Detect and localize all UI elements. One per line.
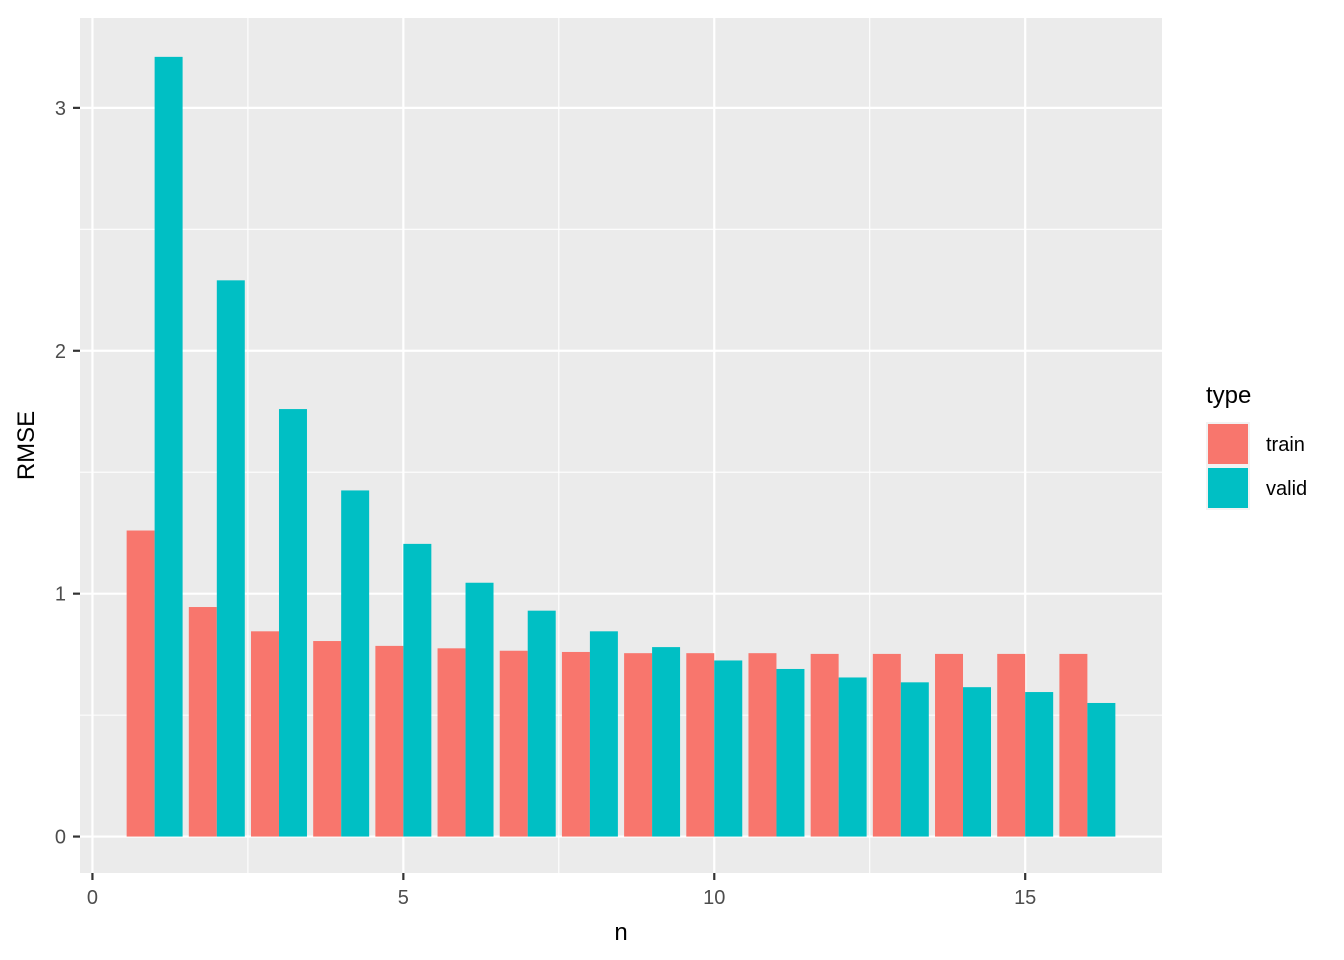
y-axis: 0 1 2 3	[55, 98, 80, 849]
bar-valid-1	[154, 56, 183, 837]
bar-valid-13	[900, 682, 929, 837]
y-axis-title: RMSE	[13, 411, 40, 480]
bar-train-5	[375, 645, 404, 837]
bar-valid-3	[278, 409, 307, 837]
bar-train-7	[499, 650, 528, 837]
x-axis: 0 5 10 15	[87, 873, 1036, 909]
bar-valid-16	[1087, 702, 1116, 837]
x-tick-label: 10	[703, 887, 725, 909]
bar-valid-4	[341, 490, 370, 837]
legend-key-train	[1208, 424, 1248, 464]
bar-train-6	[437, 648, 466, 837]
bar-train-8	[561, 651, 590, 837]
x-tick-label: 0	[87, 887, 98, 909]
bar-train-16	[1059, 653, 1088, 837]
bar-valid-14	[963, 687, 991, 837]
bar-valid-2	[216, 280, 245, 837]
bar-train-11	[748, 653, 777, 837]
legend-label-valid: valid	[1266, 478, 1307, 500]
legend-key-valid	[1208, 468, 1248, 508]
bar-valid-12	[838, 677, 867, 837]
bar-valid-10	[714, 660, 743, 837]
bar-valid-9	[652, 647, 681, 837]
x-tick-label: 5	[398, 887, 409, 909]
bar-train-3	[251, 631, 279, 837]
bar-train-12	[810, 653, 839, 837]
bar-valid-7	[527, 610, 556, 837]
y-tick-label: 3	[55, 98, 66, 120]
bar-valid-11	[776, 668, 805, 837]
bar-valid-15	[1025, 692, 1054, 837]
bar-train-15	[997, 653, 1026, 837]
y-tick-label: 2	[55, 341, 66, 363]
bar-train-10	[686, 653, 715, 837]
x-axis-title: n	[614, 919, 627, 946]
x-tick-label: 15	[1014, 887, 1036, 909]
legend: type train valid	[1206, 382, 1307, 510]
legend-label-train: train	[1266, 434, 1305, 456]
bar-valid-5	[403, 543, 432, 837]
bar-train-9	[624, 653, 653, 837]
legend-title: type	[1206, 382, 1251, 409]
bar-train-14	[935, 653, 964, 837]
bar-valid-6	[465, 582, 494, 837]
bars	[126, 56, 1116, 837]
bar-train-4	[313, 641, 342, 837]
bar-train-13	[872, 653, 901, 837]
bar-train-1	[126, 530, 155, 837]
y-tick-label: 0	[55, 827, 66, 849]
bar-valid-8	[589, 631, 618, 837]
y-tick-label: 1	[55, 584, 66, 606]
bar-train-2	[188, 607, 217, 837]
